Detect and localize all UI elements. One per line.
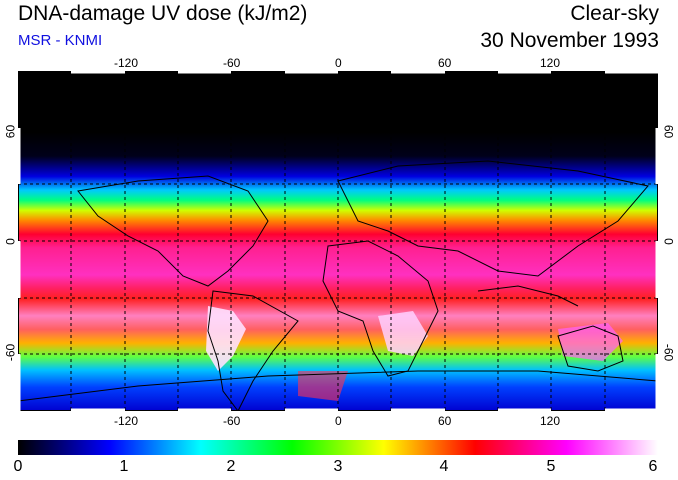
eurasia-outline (337, 160, 649, 277)
frame-ticks (18, 71, 658, 411)
date-label: 30 November 1993 (480, 29, 659, 52)
north-america-outline (77, 175, 269, 287)
lat-label-left: -60 (3, 343, 18, 362)
lon-label-bottom: -120 (114, 414, 139, 428)
colorbar-label: 1 (119, 458, 129, 475)
source-label: MSR - KNMI (18, 32, 103, 49)
colorbar-label: 4 (439, 458, 449, 475)
lat-label-right: 60 (661, 124, 676, 139)
map-title: DNA-damage UV dose (kJ/m2) (18, 2, 308, 25)
uv-dose-map (18, 71, 658, 411)
australia-outline (557, 325, 624, 372)
colorbar-label: 2 (226, 458, 236, 475)
lat-label-left: 0 (3, 238, 18, 245)
colorbar-label: 0 (13, 458, 23, 475)
colorbar-label: 6 (648, 458, 658, 475)
lat-label-right: -60 (661, 343, 676, 362)
colorbar-label: 3 (333, 458, 343, 475)
lon-label-top: -120 (114, 56, 139, 70)
lon-label-bottom: 0 (335, 414, 342, 428)
australia-highlight (558, 323, 623, 361)
south-america-outline (207, 290, 299, 411)
africa-highlight (378, 311, 428, 356)
condition-label: Clear-sky (570, 2, 659, 25)
lon-label-top: 120 (540, 56, 561, 70)
lat-label-right: 0 (661, 238, 676, 245)
lat-label-left: 60 (3, 124, 18, 139)
coastlines (18, 160, 658, 411)
lon-label-top: 60 (438, 56, 452, 70)
south-atlantic-patch (298, 371, 348, 401)
lon-label-top: -60 (223, 56, 241, 70)
colorbar-fill (18, 440, 658, 455)
colorbar (18, 440, 658, 455)
graticule (18, 71, 658, 411)
lon-label-bottom: -60 (223, 414, 241, 428)
lon-label-bottom: 120 (540, 414, 561, 428)
lon-label-top: 0 (335, 56, 342, 70)
colorbar-label: 5 (546, 458, 556, 475)
lon-label-bottom: 60 (438, 414, 452, 428)
antarctica-outline (18, 370, 658, 402)
